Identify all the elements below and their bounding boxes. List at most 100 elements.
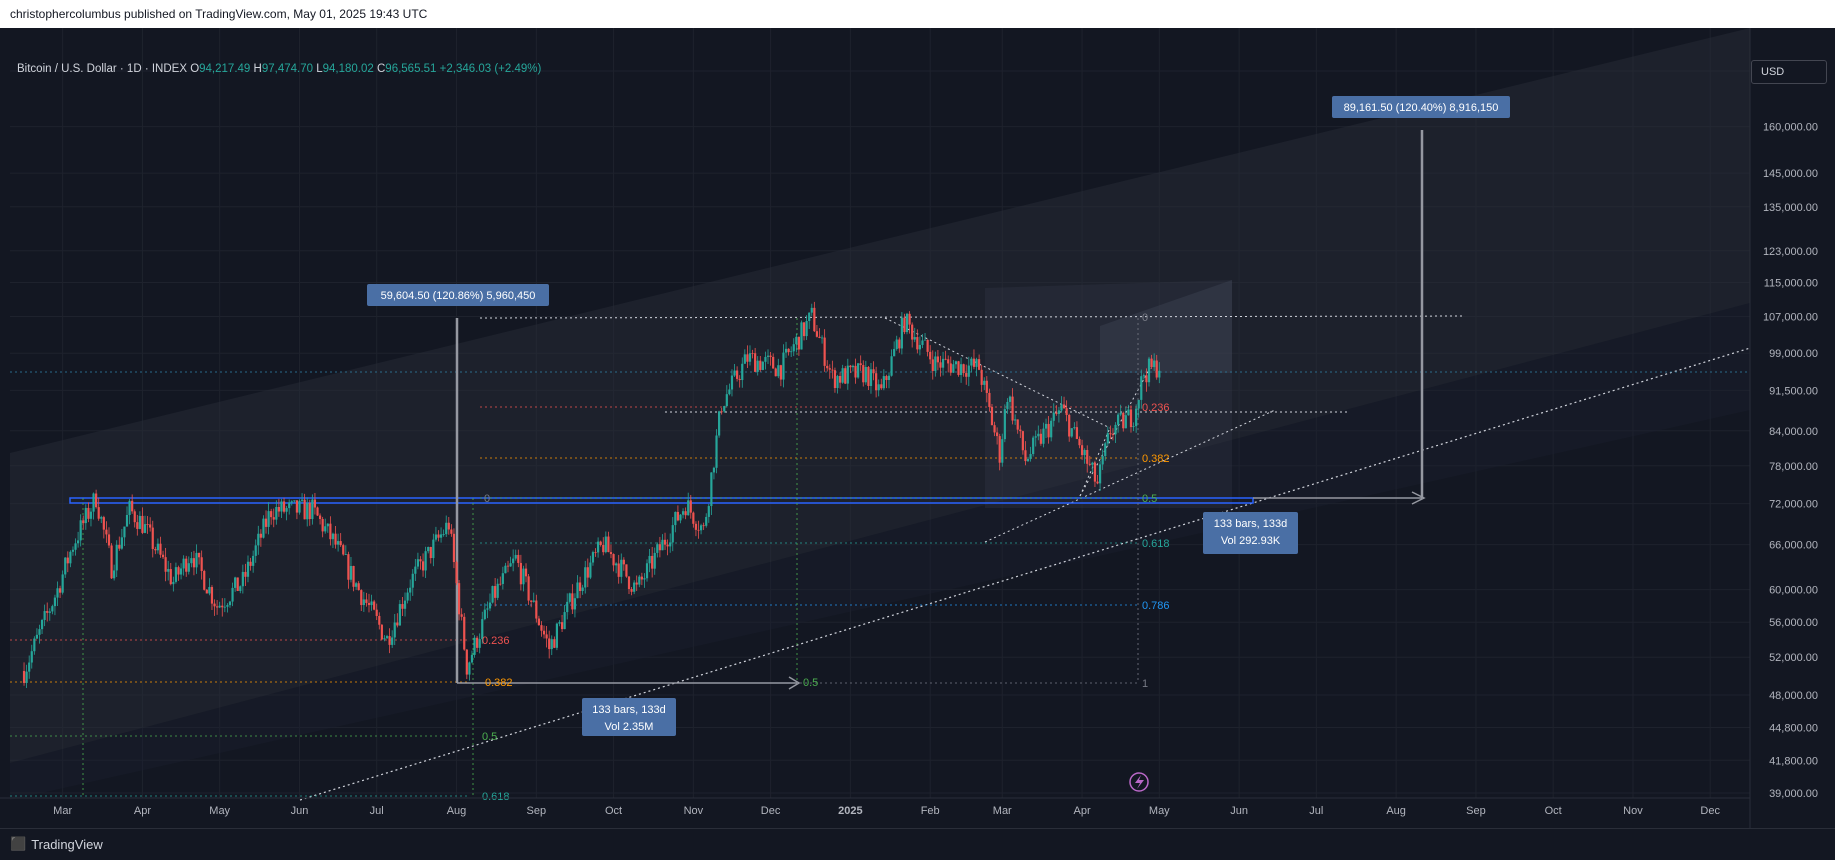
candle-body (293, 500, 296, 502)
candle-body (751, 353, 754, 355)
candle (643, 573, 646, 588)
candle-body (1114, 424, 1117, 435)
fib-right-05-label: 0.5 (1142, 493, 1157, 505)
measure-left-stats-text: Vol 2.35M (605, 721, 654, 733)
candle-body (92, 493, 95, 512)
candle-body (1019, 429, 1022, 432)
candle-body (694, 523, 698, 530)
candle (1114, 422, 1117, 443)
candle-body (522, 568, 525, 585)
time-tick-label: Dec (761, 805, 781, 817)
candle (563, 605, 566, 630)
candle (483, 603, 486, 621)
candle-body (1086, 449, 1089, 464)
candle-body (769, 355, 772, 357)
candle (537, 615, 540, 626)
candle (604, 531, 607, 554)
candle (782, 344, 785, 388)
candle (707, 503, 710, 523)
candle (164, 547, 167, 582)
candle (447, 516, 450, 535)
chart-area[interactable]: 59,604.50 (120.86%) 5,960,450 133 bars, 1… (0, 28, 1835, 828)
candle-body (1101, 456, 1104, 465)
candle (882, 369, 885, 391)
candle (831, 360, 834, 379)
candle-body (403, 600, 407, 609)
candle-body (149, 524, 152, 528)
change-value: +2,346.03 (+2.49%) (439, 63, 542, 75)
candle-body (913, 337, 916, 340)
drawings (10, 130, 1751, 801)
candle-body (908, 313, 911, 325)
candle (517, 549, 520, 568)
candle-body (53, 597, 57, 607)
candle-body (30, 651, 33, 663)
candle-body (398, 604, 401, 626)
candle (730, 369, 734, 397)
candle-body (234, 577, 237, 588)
candle-body (95, 493, 98, 508)
candle (1068, 413, 1071, 442)
candle (97, 497, 100, 521)
candle-body (187, 563, 190, 572)
candle (429, 546, 432, 564)
candle-body (633, 582, 636, 592)
candle-body (617, 563, 620, 577)
candle-body (138, 515, 141, 529)
candle (548, 630, 551, 659)
candle-body (1150, 358, 1153, 368)
candle-body (427, 546, 430, 552)
candle-body (566, 601, 569, 613)
candle-body (962, 364, 965, 374)
candle (918, 336, 921, 356)
candle (805, 315, 808, 341)
candle-body (324, 526, 327, 532)
candle (375, 603, 378, 621)
candle-body (375, 609, 378, 616)
candle-body (457, 583, 461, 615)
candle-body (831, 369, 834, 371)
candle-body (599, 541, 602, 545)
candle (1021, 430, 1024, 455)
candle (1055, 405, 1058, 416)
time-tick-label: Apr (1074, 805, 1091, 817)
candle (916, 329, 919, 354)
candle (177, 565, 180, 581)
candle (790, 346, 793, 358)
candle (638, 574, 641, 588)
price-tick-label: 160,000.00 (1763, 122, 1818, 134)
candle-body (28, 662, 31, 672)
candle (231, 582, 234, 607)
candle (1086, 445, 1089, 473)
candle-body (1155, 360, 1158, 378)
candle-body (352, 565, 355, 587)
candle-body (939, 362, 942, 368)
candle-body (509, 563, 512, 567)
price-chart[interactable]: 59,604.50 (120.86%) 5,960,450 133 bars, 1… (0, 28, 1835, 828)
candle-body (385, 636, 389, 639)
candle (373, 599, 376, 611)
candle (651, 546, 654, 578)
candle-body (602, 544, 605, 553)
candle-body (707, 506, 710, 517)
candle-body (69, 551, 72, 564)
candle (1026, 456, 1030, 463)
candle-body (35, 634, 39, 639)
currency-button[interactable]: USD (1751, 60, 1827, 84)
candle-body (959, 364, 963, 375)
candle-body (87, 507, 90, 519)
candle-body (264, 518, 268, 527)
candle (138, 511, 141, 530)
candle-body (1153, 360, 1156, 368)
candle-body (61, 574, 64, 593)
candle-body (676, 511, 680, 521)
tradingview-brand[interactable]: ⬛ TradingView (10, 836, 103, 852)
candle-body (56, 588, 59, 598)
candle-body (125, 515, 129, 527)
candle (944, 350, 947, 361)
candle-body (573, 598, 577, 610)
candle (401, 596, 404, 616)
candle-body (563, 612, 566, 630)
candle-body (666, 544, 669, 547)
close-value: 96,565.51 (385, 63, 437, 75)
